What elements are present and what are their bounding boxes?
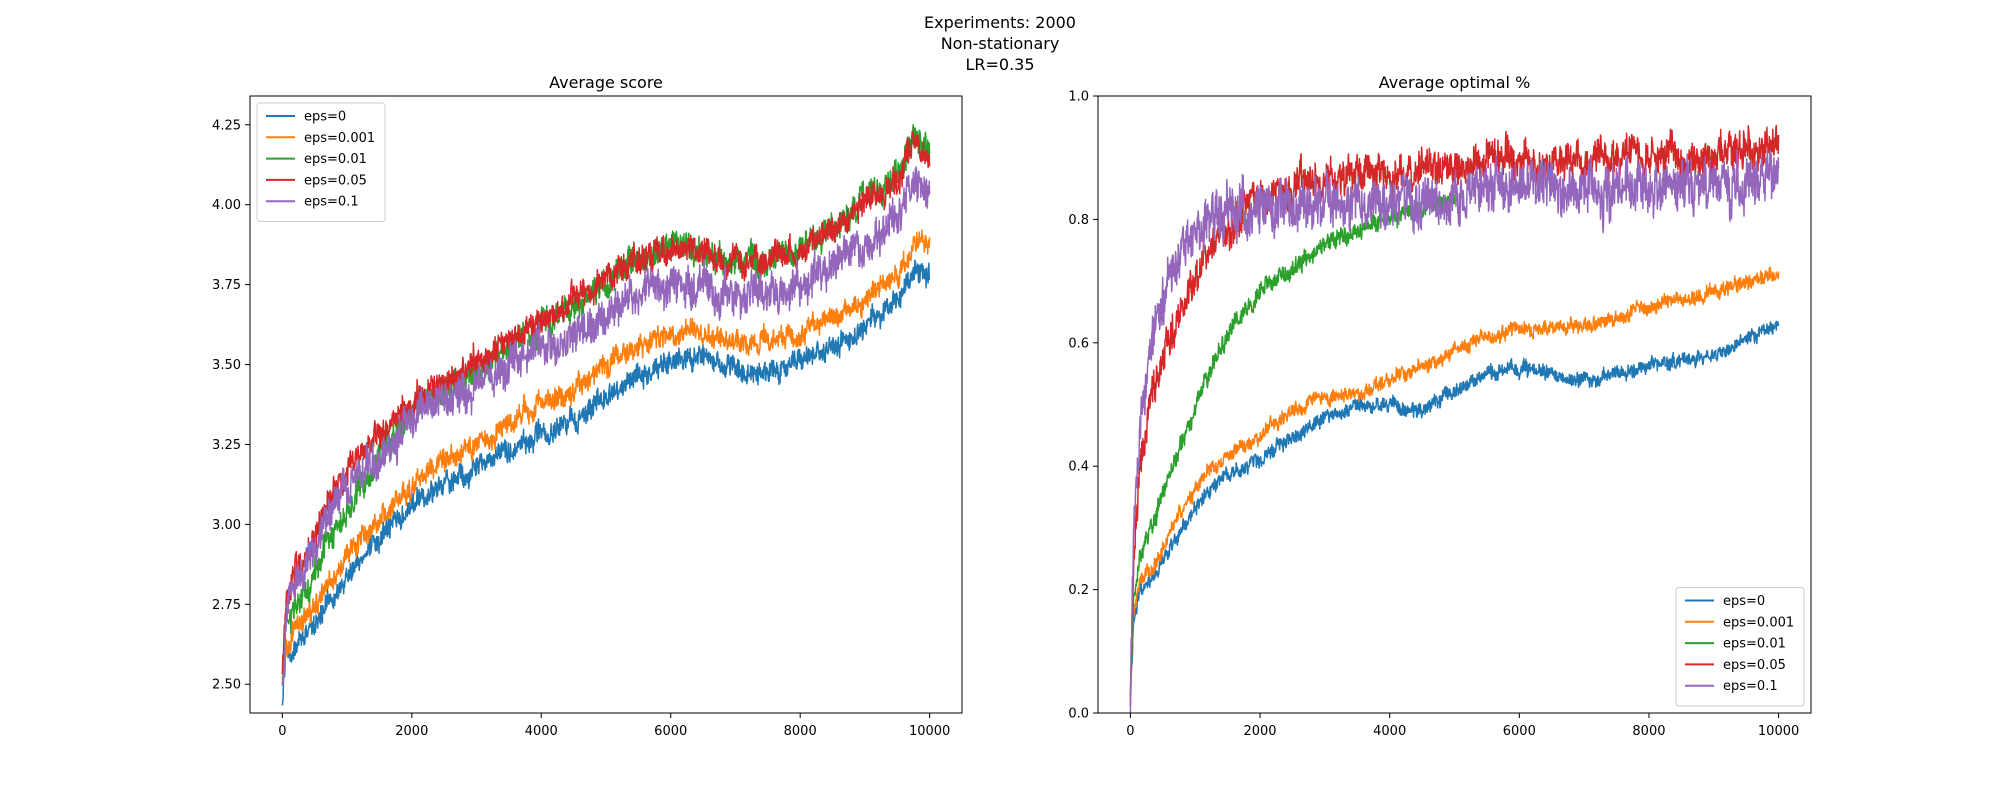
- legend-label: eps=0.001: [1723, 615, 1794, 630]
- legend-label: eps=0.1: [304, 195, 359, 210]
- x-tick-label: 8000: [1632, 724, 1665, 739]
- y-tick-label: 3.25: [212, 438, 241, 453]
- legend-label: eps=0: [1723, 594, 1765, 609]
- series-line-eps-0.1: [1129, 148, 1780, 713]
- legend: eps=0 eps=0.001 eps=0.01 eps=0.05 eps=0.1: [256, 102, 386, 222]
- y-tick-label: 3.75: [212, 278, 241, 293]
- y-tick-label: 0.8: [1068, 213, 1089, 228]
- x-tick-label: 2000: [395, 724, 428, 739]
- series-line-eps-0: [1129, 320, 1780, 694]
- y-tick-label: 2.50: [212, 678, 241, 693]
- y-tick-label: 3.50: [212, 358, 241, 373]
- legend-label: eps=0.05: [304, 173, 367, 188]
- x-tick-label: 0: [1126, 724, 1134, 739]
- legend-label: eps=0.001: [304, 131, 375, 146]
- y-tick-label: 0.0: [1068, 707, 1089, 722]
- legend-label: eps=0.01: [304, 152, 367, 167]
- y-tick-label: 2.75: [212, 598, 241, 613]
- legend-label: eps=0.1: [1723, 679, 1778, 694]
- legend-label: eps=0.01: [1723, 637, 1786, 652]
- y-tick-label: 0.2: [1068, 583, 1089, 598]
- x-tick-label: 4000: [1373, 724, 1406, 739]
- axes-average-score: 0 2000 4000 6000 8000 10000 2.50 2.75 3.00 3.25 3.…: [212, 73, 963, 739]
- axes-average-optimal: 0 2000 4000 6000 8000 10000 0.0 0.2 0.4 0.6 0.8 1.0…: [1068, 73, 1812, 739]
- y-tick-label: 1.0: [1068, 90, 1089, 105]
- axes-frame: [1097, 95, 1812, 714]
- x-tick-label: 2000: [1243, 724, 1276, 739]
- series-group: [1129, 124, 1780, 713]
- legend-label: eps=0: [304, 110, 346, 125]
- chart-title: Average score: [549, 73, 663, 92]
- chart-title: Average optimal %: [1379, 73, 1531, 92]
- series-line-eps-0.001: [281, 229, 931, 685]
- series-line-eps-0.1: [281, 166, 931, 686]
- series-line-eps-0.05: [281, 130, 931, 675]
- x-tick-label: 6000: [654, 724, 687, 739]
- legend-box: [1675, 587, 1805, 707]
- suptitle-line-2: Non-stationary: [940, 34, 1060, 53]
- x-tick-label: 4000: [525, 724, 558, 739]
- y-tick-label: 3.00: [212, 518, 241, 533]
- suptitle-line-3: LR=0.35: [965, 55, 1035, 74]
- y-tick-label: 4.25: [212, 118, 241, 133]
- legend: eps=0 eps=0.001 eps=0.01 eps=0.05 eps=0.1: [1675, 587, 1805, 707]
- x-tick-label: 8000: [784, 724, 817, 739]
- x-tick-label: 10000: [1758, 724, 1799, 739]
- legend-label: eps=0.05: [1723, 658, 1786, 673]
- suptitle-line-1: Experiments: 2000: [924, 13, 1076, 32]
- y-tick-label: 0.6: [1068, 336, 1089, 351]
- axes-frame: [249, 95, 963, 714]
- x-tick-label: 6000: [1503, 724, 1536, 739]
- x-tick-label: 0: [278, 724, 286, 739]
- series-line-eps-0.001: [1129, 266, 1780, 695]
- legend-box: [256, 102, 386, 222]
- series-line-eps-0: [281, 259, 931, 706]
- series-line-eps-0.01: [1129, 190, 1456, 698]
- x-tick-label: 10000: [909, 724, 950, 739]
- y-tick-label: 4.00: [212, 198, 241, 213]
- series-group: [281, 124, 931, 706]
- y-tick-label: 0.4: [1068, 460, 1089, 475]
